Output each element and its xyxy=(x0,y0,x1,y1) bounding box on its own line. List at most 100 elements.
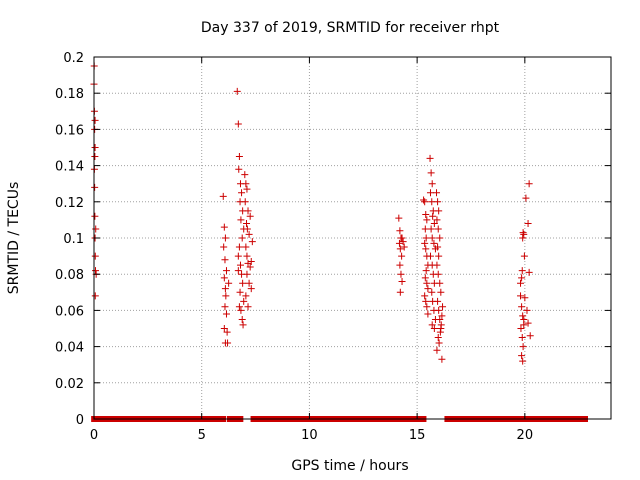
data-point xyxy=(433,346,441,354)
data-point xyxy=(428,234,436,242)
y-tick-label: 0.16 xyxy=(55,123,84,138)
data-point xyxy=(520,321,528,329)
data-points xyxy=(90,62,534,365)
data-point xyxy=(438,312,446,320)
data-point xyxy=(245,279,253,287)
data-point xyxy=(525,180,533,188)
data-point xyxy=(428,288,436,296)
data-point xyxy=(426,189,434,197)
data-point xyxy=(434,334,442,342)
data-point xyxy=(422,234,430,242)
data-point xyxy=(239,321,247,329)
data-point xyxy=(435,252,443,260)
data-point xyxy=(421,239,429,247)
data-point xyxy=(434,297,442,305)
data-point xyxy=(92,267,100,275)
data-point xyxy=(518,334,526,342)
data-point xyxy=(396,288,404,296)
data-point xyxy=(244,207,252,215)
data-point xyxy=(234,267,242,275)
data-point xyxy=(435,339,443,347)
data-point xyxy=(223,328,231,336)
y-tick-label: 0.06 xyxy=(55,304,84,319)
data-point xyxy=(428,180,436,188)
data-point xyxy=(433,261,441,269)
data-point xyxy=(235,153,243,161)
data-point xyxy=(524,220,532,228)
data-point xyxy=(421,292,429,300)
data-point xyxy=(243,252,251,260)
data-point xyxy=(235,303,243,311)
data-point xyxy=(520,252,528,260)
data-point xyxy=(434,225,442,233)
data-point xyxy=(518,303,526,311)
data-point xyxy=(242,180,250,188)
data-point xyxy=(242,243,250,251)
data-point xyxy=(224,339,232,347)
data-point xyxy=(400,243,408,251)
data-point xyxy=(220,243,228,251)
data-point xyxy=(433,189,441,197)
y-tick-label: 0.12 xyxy=(55,196,84,211)
x-tick-label: 20 xyxy=(517,428,534,443)
data-point xyxy=(240,297,248,305)
data-point xyxy=(221,303,229,311)
data-point xyxy=(239,279,247,287)
y-tick-label: 0 xyxy=(76,413,84,428)
data-point xyxy=(524,319,532,327)
x-tick-label: 10 xyxy=(301,428,318,443)
data-point xyxy=(437,288,445,296)
data-point xyxy=(519,343,527,351)
data-point xyxy=(438,355,446,363)
data-point xyxy=(434,270,442,278)
data-point xyxy=(397,270,405,278)
data-point xyxy=(248,238,256,246)
data-point xyxy=(433,216,441,224)
data-point xyxy=(238,315,246,323)
data-point xyxy=(398,277,406,285)
data-point xyxy=(423,303,431,311)
data-point xyxy=(246,263,254,271)
data-point xyxy=(430,325,438,332)
data-point xyxy=(423,216,431,224)
data-point xyxy=(91,212,99,220)
data-point xyxy=(398,252,406,260)
grid xyxy=(94,57,611,419)
data-point xyxy=(225,279,233,287)
data-point xyxy=(436,328,444,336)
data-point xyxy=(517,279,525,287)
data-point xyxy=(91,252,99,260)
data-point xyxy=(430,220,438,228)
data-point xyxy=(235,165,243,173)
data-point xyxy=(237,306,245,314)
data-point xyxy=(519,312,527,320)
data-point xyxy=(233,87,241,95)
x-axis-label: GPS time / hours xyxy=(291,458,408,474)
data-point xyxy=(221,285,229,293)
data-point xyxy=(244,259,252,267)
data-point xyxy=(396,227,404,235)
data-point xyxy=(421,274,429,282)
data-point xyxy=(236,288,244,296)
data-point xyxy=(436,279,444,287)
y-tick-label: 0.14 xyxy=(55,160,84,175)
y-tick-label: 0.18 xyxy=(55,87,84,102)
y-tick-label: 0.02 xyxy=(55,377,84,392)
data-point xyxy=(435,207,443,215)
data-point xyxy=(395,214,403,222)
x-tick-label: 15 xyxy=(409,428,426,443)
data-point xyxy=(238,189,246,197)
data-point xyxy=(422,267,430,275)
data-point xyxy=(246,212,254,220)
data-point xyxy=(245,230,253,238)
data-point xyxy=(220,325,228,332)
data-point xyxy=(426,154,434,162)
y-axis-label: SRMTID / TECUs xyxy=(6,182,22,295)
data-point xyxy=(222,292,230,300)
y-tick-label: 0.08 xyxy=(55,268,84,283)
chart-title: Day 337 of 2019, SRMTID for receiver rhp… xyxy=(201,20,500,36)
data-point xyxy=(243,220,251,228)
data-point xyxy=(423,279,431,287)
y-tick-label: 0.2 xyxy=(63,51,84,66)
data-point xyxy=(525,268,533,276)
